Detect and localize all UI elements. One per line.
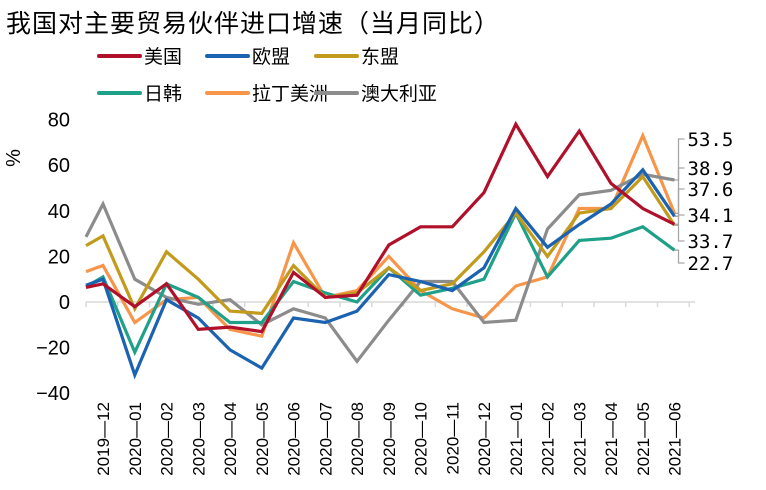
chart-title: 我国对主要贸易伙伴进口增速（当月同比）	[6, 9, 501, 38]
x-tick-label: 2021—01	[507, 402, 526, 476]
x-tick-label: 2020—10	[412, 402, 431, 476]
y-tick-label: 20	[48, 246, 70, 268]
series-line-4	[85, 209, 676, 357]
x-tick-label: 2020—03	[189, 402, 208, 476]
legend-swatch	[205, 53, 250, 58]
x-tick-label: 2021—03	[570, 402, 589, 476]
legend-swatch	[97, 53, 142, 58]
x-tick-label: 2019—12	[94, 402, 113, 476]
legend-swatch	[314, 90, 359, 95]
x-tick-label: 2021—06	[666, 402, 685, 476]
series-line-3	[85, 174, 676, 316]
legend-item: 东盟	[314, 42, 399, 69]
end-value-label: 53.5	[688, 129, 734, 151]
legend-label: 日韩	[144, 83, 183, 105]
leader-line	[674, 167, 685, 214]
series-line-5	[85, 131, 676, 339]
series-line-2	[85, 167, 676, 380]
x-tick-label: 2021—05	[634, 402, 653, 476]
legend-label: 东盟	[361, 46, 400, 68]
legend-label: 美国	[144, 46, 183, 68]
leader-line	[674, 138, 685, 181]
x-tick-label: 2020—09	[380, 402, 399, 476]
end-value-label: 22.7	[688, 253, 734, 275]
x-tick-label: 2020—04	[221, 402, 240, 476]
end-value-label: 33.7	[688, 231, 734, 253]
end-value-label: 37.6	[688, 179, 734, 201]
x-tick-label: 2020—06	[285, 402, 304, 476]
series-line-1	[85, 120, 676, 334]
x-tick-label: 2021—04	[602, 402, 621, 476]
legend-swatch	[205, 90, 250, 95]
x-tick-label: 2020—05	[253, 402, 272, 476]
y-tick-label: 60	[48, 155, 70, 177]
y-tick-label: −40	[36, 383, 70, 405]
x-tick-label: 2020—11	[443, 402, 462, 474]
end-value-label: 38.9	[688, 158, 734, 180]
legend-item: 日韩	[97, 79, 182, 106]
x-tick-label: 2020—07	[316, 402, 335, 476]
y-axis-label: %	[3, 149, 25, 167]
leader-line	[674, 214, 685, 225]
y-tick-label: 40	[48, 201, 70, 223]
leader-line	[674, 188, 685, 217]
legend-label: 欧盟	[252, 46, 291, 68]
x-tick-label: 2021—02	[539, 402, 558, 476]
x-tick-label: 2020—08	[348, 402, 367, 476]
series-line-6	[84, 172, 675, 364]
y-tick-label: 0	[59, 292, 70, 314]
legend-item: 美国	[97, 42, 182, 69]
x-tick-label: 2020—12	[475, 402, 494, 476]
x-tick-label: 2020—02	[158, 402, 177, 476]
end-value-label: 34.1	[688, 205, 734, 227]
leader-line	[674, 224, 685, 242]
leader-line	[674, 249, 685, 264]
legend-label: 拉丁美洲	[252, 83, 329, 105]
legend-swatch	[314, 53, 359, 58]
legend-item: 欧盟	[205, 42, 290, 69]
x-tick-label: 2020—01	[126, 402, 145, 476]
legend-label: 澳大利亚	[361, 83, 438, 105]
y-tick-label: 80	[48, 110, 70, 132]
legend-item: 拉丁美洲	[205, 79, 328, 106]
legend-swatch	[97, 90, 142, 95]
y-tick-label: −20	[36, 338, 70, 360]
legend-item: 澳大利亚	[314, 79, 437, 106]
